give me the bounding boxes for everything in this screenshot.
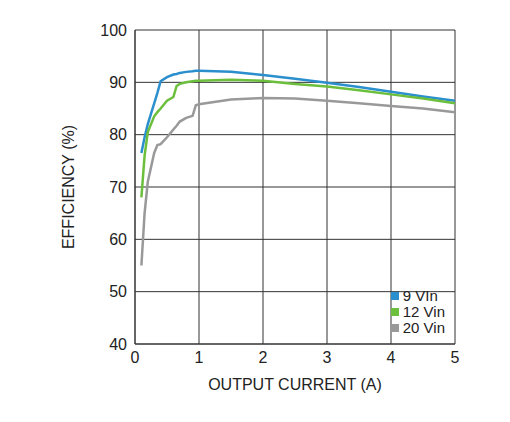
- svg-text:OUTPUT CURRENT (A): OUTPUT CURRENT (A): [208, 376, 382, 393]
- svg-text:70: 70: [109, 179, 127, 196]
- svg-text:2: 2: [259, 349, 268, 366]
- svg-text:40: 40: [109, 336, 127, 353]
- svg-text:EFFICIENCY (%): EFFICIENCY (%): [60, 125, 77, 249]
- svg-text:5: 5: [451, 349, 460, 366]
- html-text:12 Vin: 12 Vin: [402, 303, 445, 320]
- html-text:9 VIn: 9 VIn: [402, 287, 438, 304]
- svg-text:80: 80: [109, 126, 127, 143]
- svg-text:90: 90: [109, 74, 127, 91]
- svg-text:50: 50: [109, 283, 127, 300]
- svg-text:0: 0: [131, 349, 140, 366]
- svg-text:4: 4: [387, 349, 396, 366]
- svg-text:100: 100: [100, 22, 127, 39]
- svg-text:3: 3: [323, 349, 332, 366]
- svg-text:1: 1: [195, 349, 204, 366]
- html-text:20 Vin: 20 Vin: [402, 319, 445, 336]
- svg-text:60: 60: [109, 231, 127, 248]
